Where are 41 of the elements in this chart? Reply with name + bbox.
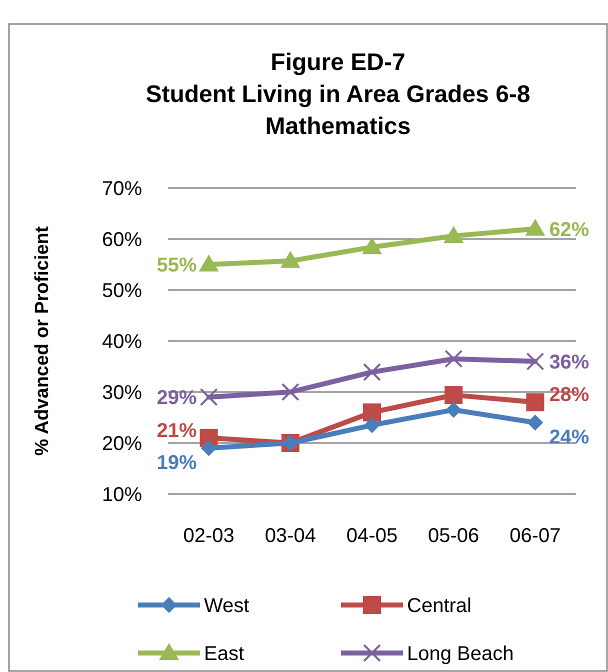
point: [200, 440, 217, 456]
data-label: 21%: [156, 420, 198, 442]
x-tick-label: 03-04: [264, 525, 316, 547]
y-tick-label: 20%: [102, 433, 142, 455]
legend-label: West: [204, 595, 250, 617]
point: [444, 386, 463, 404]
y-tick-label: 10%: [102, 484, 142, 506]
x-tick-label: 04-05: [346, 525, 398, 547]
point: [526, 393, 544, 412]
point: [363, 403, 381, 422]
point: [444, 226, 464, 243]
point: [525, 218, 546, 236]
y-tick-label: 70%: [102, 178, 142, 200]
point: [446, 402, 462, 418]
point: [198, 254, 219, 272]
y-tick-label: 60%: [102, 229, 142, 251]
point: [526, 352, 544, 370]
point: [362, 237, 382, 254]
legend-label: Long Beach: [407, 643, 514, 665]
x-tick-label: 05-06: [428, 525, 480, 547]
y-tick-label: 50%: [102, 280, 142, 302]
data-label: 55%: [156, 254, 198, 276]
x-tick-label: 02-03: [183, 525, 234, 547]
point: [364, 417, 380, 434]
y-tick-label: 40%: [102, 331, 142, 353]
legend-label: East: [204, 643, 244, 665]
chart-title: Figure ED-7 Student Living in Area Grades 6-8 Mathematics: [146, 49, 530, 140]
point: [200, 388, 218, 406]
x-tick-label: 06-07: [510, 525, 561, 547]
point: [444, 350, 463, 368]
y-tick-label: 30%: [102, 382, 142, 404]
data-label: 36%: [549, 351, 590, 374]
y-axis-title: % Advanced or Proficient: [32, 226, 53, 456]
point: [280, 250, 300, 268]
point: [527, 414, 544, 431]
data-label: 19%: [156, 452, 198, 474]
data-label: 29%: [156, 387, 198, 410]
point: [281, 383, 300, 401]
data-label: 62%: [549, 218, 590, 241]
point: [363, 363, 381, 382]
legend-label: Central: [407, 595, 472, 617]
